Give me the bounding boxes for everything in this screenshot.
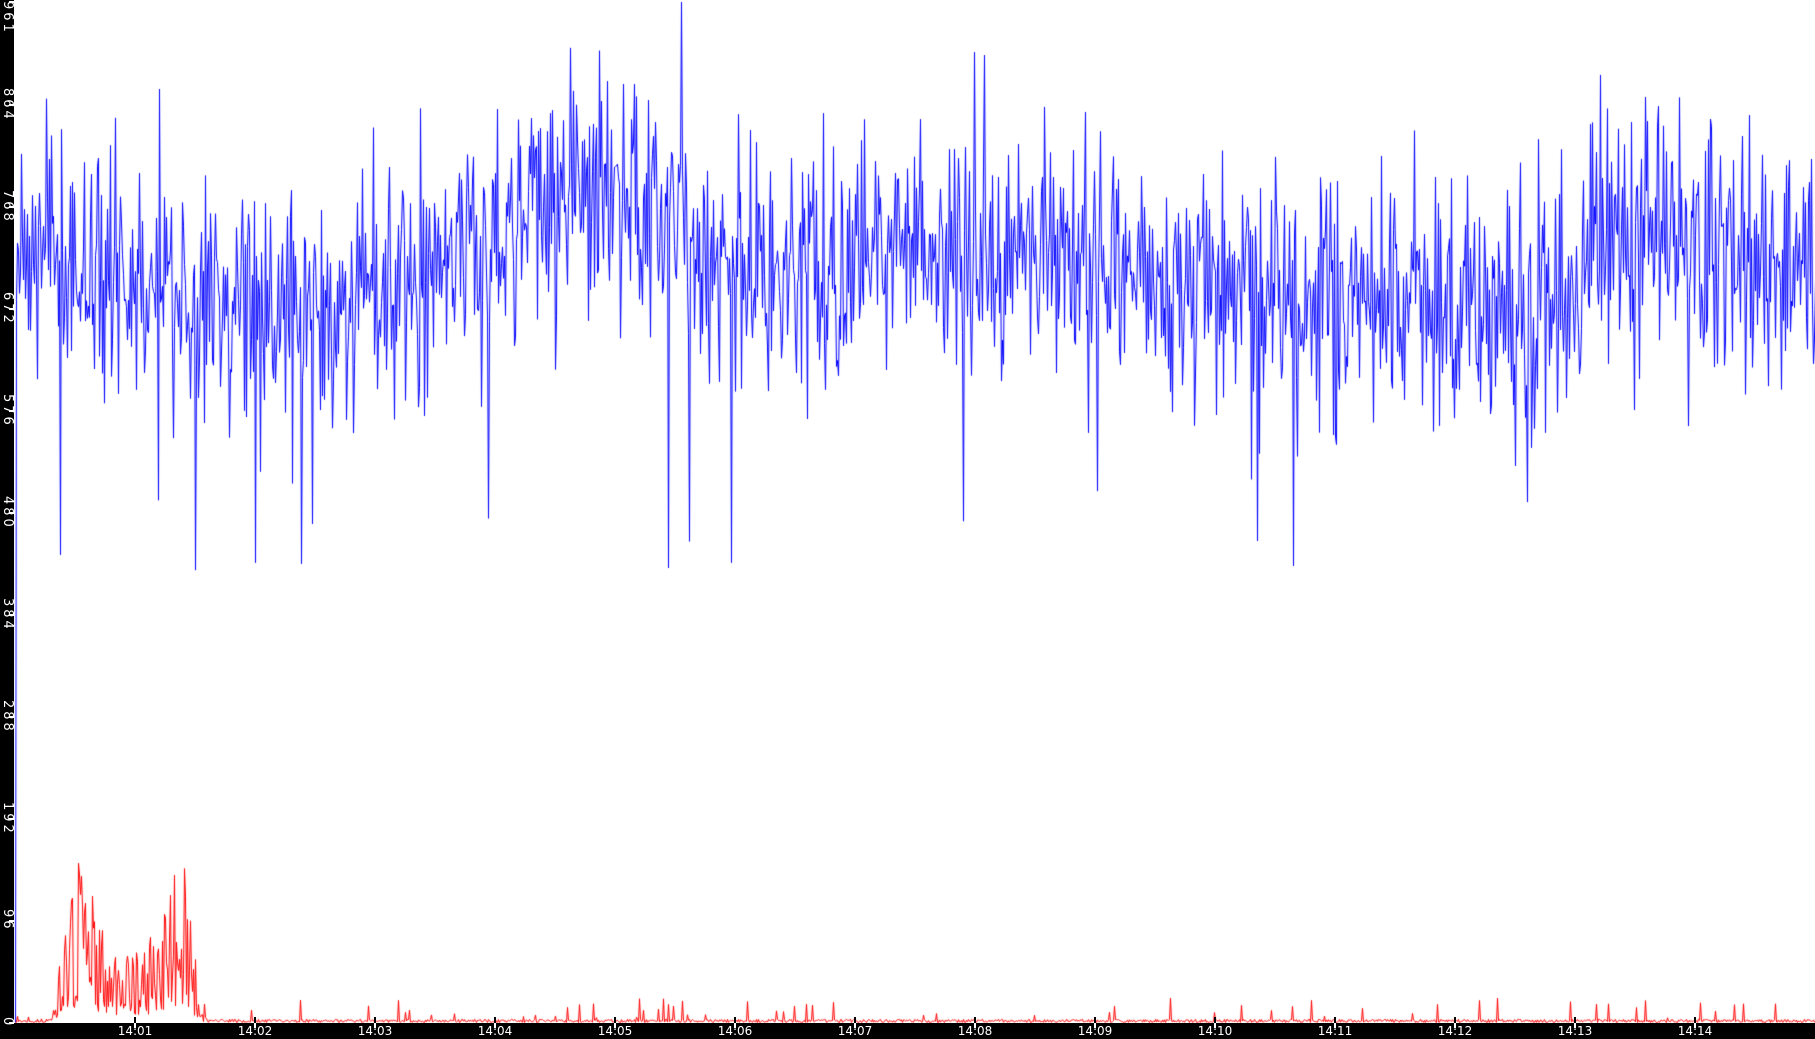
y-tick-label: 192	[0, 801, 15, 836]
y-tick	[9, 919, 14, 922]
x-tick-label: 14:02	[237, 1024, 273, 1038]
x-tick-label: 14:01	[117, 1024, 153, 1038]
x-tick-notch	[134, 1023, 136, 1028]
x-tick-label: 14:07	[837, 1024, 873, 1038]
x-tick-label: 14:06	[717, 1024, 753, 1038]
x-tick-label: 14:05	[597, 1024, 633, 1038]
y-tick	[9, 1021, 14, 1024]
x-tick	[1094, 1017, 1096, 1023]
x-tick-notch	[974, 1023, 976, 1028]
x-tick-notch	[1094, 1023, 1096, 1028]
x-tick-notch	[1574, 1023, 1576, 1028]
y-tick	[9, 613, 14, 616]
x-tick-notch	[1694, 1023, 1696, 1028]
x-tick-notch	[1334, 1023, 1336, 1028]
x-tick-label: 14:12	[1437, 1024, 1473, 1038]
y-tick	[9, 307, 14, 310]
x-axis-bar	[0, 1023, 1815, 1039]
x-tick-label: 14:04	[477, 1024, 513, 1038]
x-tick-notch	[494, 1023, 496, 1028]
x-tick-notch	[734, 1023, 736, 1028]
y-tick-label: 576	[0, 393, 15, 428]
x-tick	[614, 1017, 616, 1023]
y-tick	[9, 409, 14, 412]
y-tick-label: 961	[0, 1, 15, 35]
x-tick	[134, 1017, 136, 1023]
x-tick-label: 14:10	[1197, 1024, 1233, 1038]
x-tick-notch	[854, 1023, 856, 1028]
x-tick-label: 14:03	[357, 1024, 393, 1038]
x-tick	[494, 1017, 496, 1023]
y-tick	[9, 511, 14, 514]
y-tick-label: 0	[0, 1017, 15, 1029]
x-tick-notch	[254, 1023, 256, 1028]
y-tick-label: 768	[0, 189, 15, 224]
y-tick-label: 384	[0, 597, 15, 632]
x-tick-notch	[374, 1023, 376, 1028]
x-tick	[734, 1017, 736, 1023]
x-tick	[1694, 1017, 1696, 1023]
x-tick	[1574, 1017, 1576, 1023]
x-tick	[1214, 1017, 1216, 1023]
x-tick	[1454, 1017, 1456, 1023]
y-tick-label: 288	[0, 699, 15, 734]
x-tick	[254, 1017, 256, 1023]
x-tick-notch	[614, 1023, 616, 1028]
x-tick	[1334, 1017, 1336, 1023]
y-tick-label: 864	[0, 88, 15, 122]
y-tick-label: 480	[0, 495, 15, 530]
x-tick-label: 14:09	[1077, 1024, 1113, 1038]
x-tick-notch	[1214, 1023, 1216, 1028]
x-tick-label: 14:11	[1317, 1024, 1353, 1038]
x-tick	[854, 1017, 856, 1023]
x-tick	[974, 1017, 976, 1023]
x-tick-label: 14:14	[1677, 1024, 1713, 1038]
y-tick	[9, 715, 14, 718]
x-tick-notch	[1454, 1023, 1456, 1028]
y-tick	[9, 104, 14, 106]
x-tick	[374, 1017, 376, 1023]
y-tick-label: 96	[0, 909, 15, 932]
y-axis-bar	[0, 0, 14, 1039]
x-tick-label: 14:08	[957, 1024, 993, 1038]
y-tick-label: 672	[0, 291, 15, 326]
y-tick	[9, 1, 14, 3]
y-tick	[9, 205, 14, 208]
x-tick-label: 14:13	[1557, 1024, 1593, 1038]
y-tick	[9, 817, 14, 820]
